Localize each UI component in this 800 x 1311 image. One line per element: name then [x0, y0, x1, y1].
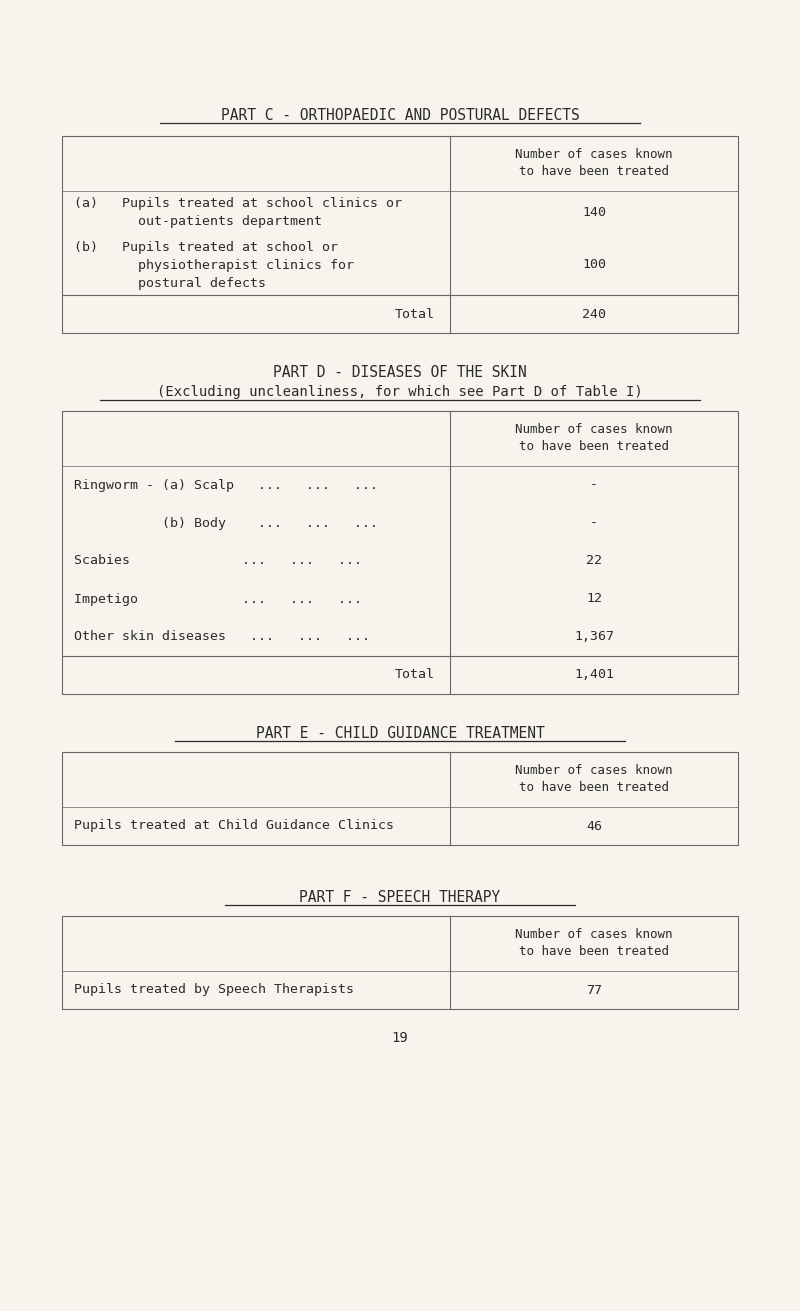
Bar [62, 412, 738, 694]
Text: 100: 100 [582, 258, 606, 271]
Text: 12: 12 [586, 593, 602, 606]
Text: Ringworm - (a) Scalp   ...   ...   ...: Ringworm - (a) Scalp ... ... ... [74, 479, 378, 492]
Text: Number of cases known
to have been treated: Number of cases known to have been treat… [515, 148, 673, 178]
Bar [62, 753, 738, 846]
Text: Number of cases known
to have been treated: Number of cases known to have been treat… [515, 423, 673, 454]
Text: -: - [590, 517, 598, 530]
Text: Pupils treated by Speech Therapists: Pupils treated by Speech Therapists [74, 983, 354, 996]
Text: -: - [590, 479, 598, 492]
Text: PART F - SPEECH THERAPY: PART F - SPEECH THERAPY [299, 890, 501, 905]
Text: 19: 19 [392, 1030, 408, 1045]
Text: Other skin diseases   ...   ...   ...: Other skin diseases ... ... ... [74, 631, 370, 644]
Text: 140: 140 [582, 207, 606, 219]
Bar [62, 136, 738, 333]
Text: Number of cases known
to have been treated: Number of cases known to have been treat… [515, 764, 673, 794]
Text: (a)   Pupils treated at school clinics or
        out-patients department: (a) Pupils treated at school clinics or … [74, 198, 402, 228]
Text: (b) Body    ...   ...   ...: (b) Body ... ... ... [74, 517, 378, 530]
Text: PART C - ORTHOPAEDIC AND POSTURAL DEFECTS: PART C - ORTHOPAEDIC AND POSTURAL DEFECT… [221, 108, 579, 123]
Text: Total: Total [395, 669, 435, 682]
Text: (Excluding uncleanliness, for which see Part D of Table I): (Excluding uncleanliness, for which see … [157, 385, 643, 399]
Text: Number of cases known
to have been treated: Number of cases known to have been treat… [515, 928, 673, 958]
Text: 1,367: 1,367 [574, 631, 614, 644]
Text: 22: 22 [586, 555, 602, 568]
Text: 46: 46 [586, 819, 602, 832]
Text: Total: Total [395, 308, 435, 320]
Text: Scabies              ...   ...   ...: Scabies ... ... ... [74, 555, 362, 568]
Text: 240: 240 [582, 308, 606, 320]
Bar [62, 916, 738, 1009]
Text: Impetigo             ...   ...   ...: Impetigo ... ... ... [74, 593, 362, 606]
Text: PART E - CHILD GUIDANCE TREATMENT: PART E - CHILD GUIDANCE TREATMENT [256, 726, 544, 741]
Text: PART D - DISEASES OF THE SKIN: PART D - DISEASES OF THE SKIN [273, 364, 527, 380]
Text: 1,401: 1,401 [574, 669, 614, 682]
Text: 77: 77 [586, 983, 602, 996]
Text: Pupils treated at Child Guidance Clinics: Pupils treated at Child Guidance Clinics [74, 819, 394, 832]
Text: (b)   Pupils treated at school or
        physiotherapist clinics for
        po: (b) Pupils treated at school or physioth… [74, 240, 354, 290]
